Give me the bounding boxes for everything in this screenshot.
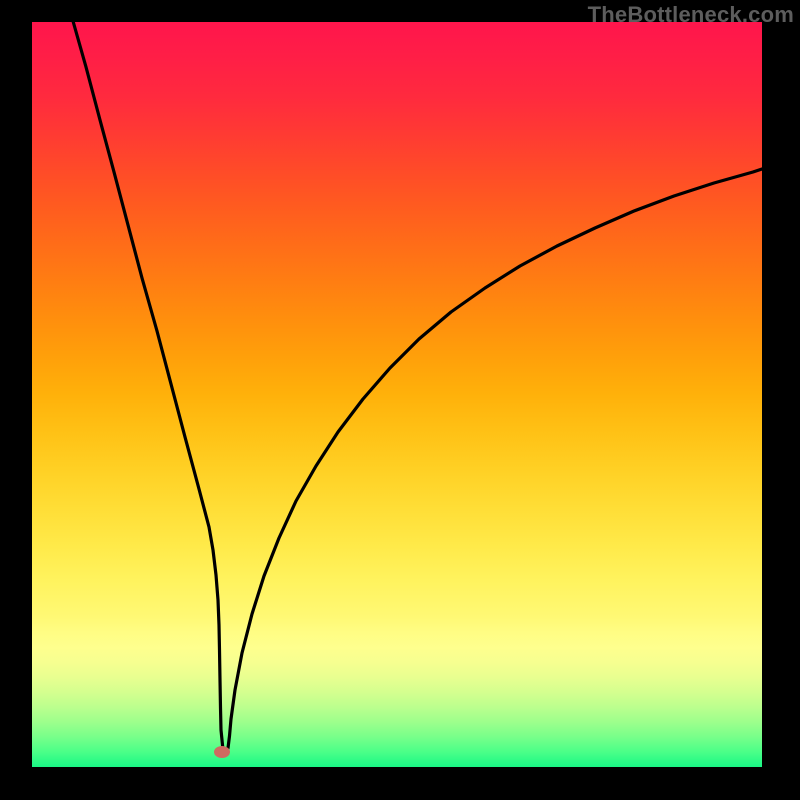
optimum-marker bbox=[214, 746, 230, 758]
watermark-text: TheBottleneck.com bbox=[588, 2, 794, 28]
curve-overlay-svg bbox=[0, 0, 800, 800]
chart-container: TheBottleneck.com bbox=[0, 0, 800, 800]
bottleneck-curve bbox=[71, 14, 762, 753]
